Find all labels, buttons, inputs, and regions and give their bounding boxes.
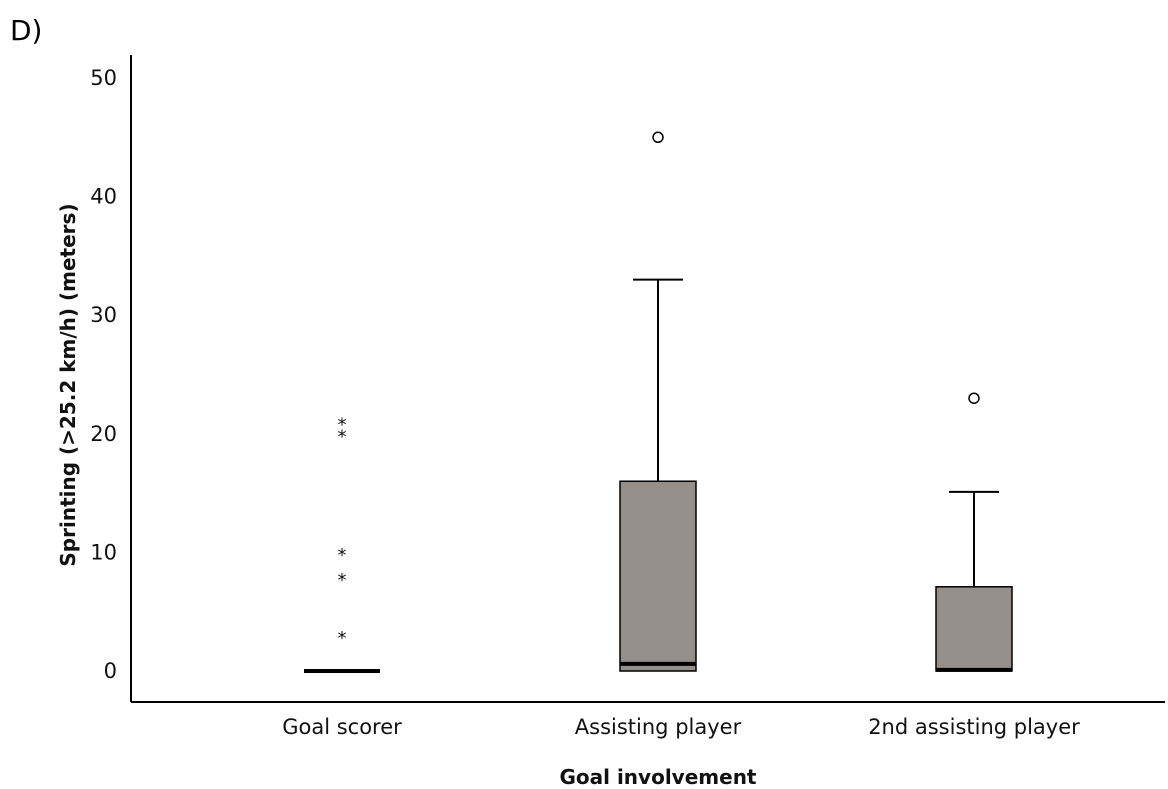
y-tick-label: 20 [90, 422, 117, 446]
x-category-label: Goal scorer [282, 715, 402, 739]
y-axis-title: Sprinting (>25.2 km/h) (meters) [56, 203, 80, 566]
x-category-label: Assisting player [575, 715, 742, 739]
box-group: ***** [304, 415, 380, 673]
y-tick-label: 10 [90, 540, 117, 564]
axes [130, 55, 1165, 703]
y-tick-label: 30 [90, 303, 117, 327]
outlier-point [652, 131, 664, 144]
x-category-labels: Goal scorer Assisting player 2nd assisting… [282, 715, 1080, 739]
outlier-point [968, 392, 980, 404]
x-category-label: 2nd assisting player [868, 715, 1080, 739]
iqr-box [619, 480, 697, 672]
extreme-outlier-point: * [338, 570, 347, 591]
y-tick-label: 40 [90, 185, 117, 209]
y-tick-labels: 0 10 20 30 40 50 [90, 66, 117, 683]
y-tick-label: 50 [90, 66, 117, 90]
x-axis-title: Goal involvement [559, 765, 756, 789]
box-series: ***** [304, 131, 1013, 673]
box-group [935, 392, 1013, 672]
box-group [619, 131, 697, 672]
iqr-box [935, 586, 1013, 672]
panel-label: D) [10, 14, 42, 47]
extreme-outlier-point: * [338, 426, 347, 447]
extreme-outlier-point: * [338, 545, 347, 566]
y-tick-label: 0 [104, 659, 117, 683]
extreme-outlier-point: * [338, 628, 347, 649]
extreme-outlier-point: * [338, 415, 347, 436]
